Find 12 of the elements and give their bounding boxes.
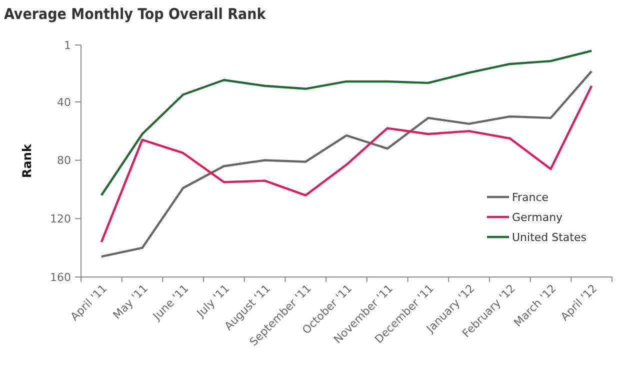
y-tick-label: 160 [50, 270, 71, 284]
y-tick-label: 1 [64, 38, 71, 52]
legend-label: France [512, 190, 549, 204]
chart-title: Average Monthly Top Overall Rank [4, 5, 267, 23]
y-tick-label: 120 [50, 212, 71, 226]
legend-label: Germany [512, 210, 564, 224]
legend-label: United States [512, 230, 587, 244]
y-tick-label: 80 [57, 154, 71, 168]
y-axis-title: Rank [20, 143, 34, 178]
line-series [100, 70, 593, 258]
line-series [100, 84, 593, 244]
y-tick-label: 40 [57, 96, 71, 109]
